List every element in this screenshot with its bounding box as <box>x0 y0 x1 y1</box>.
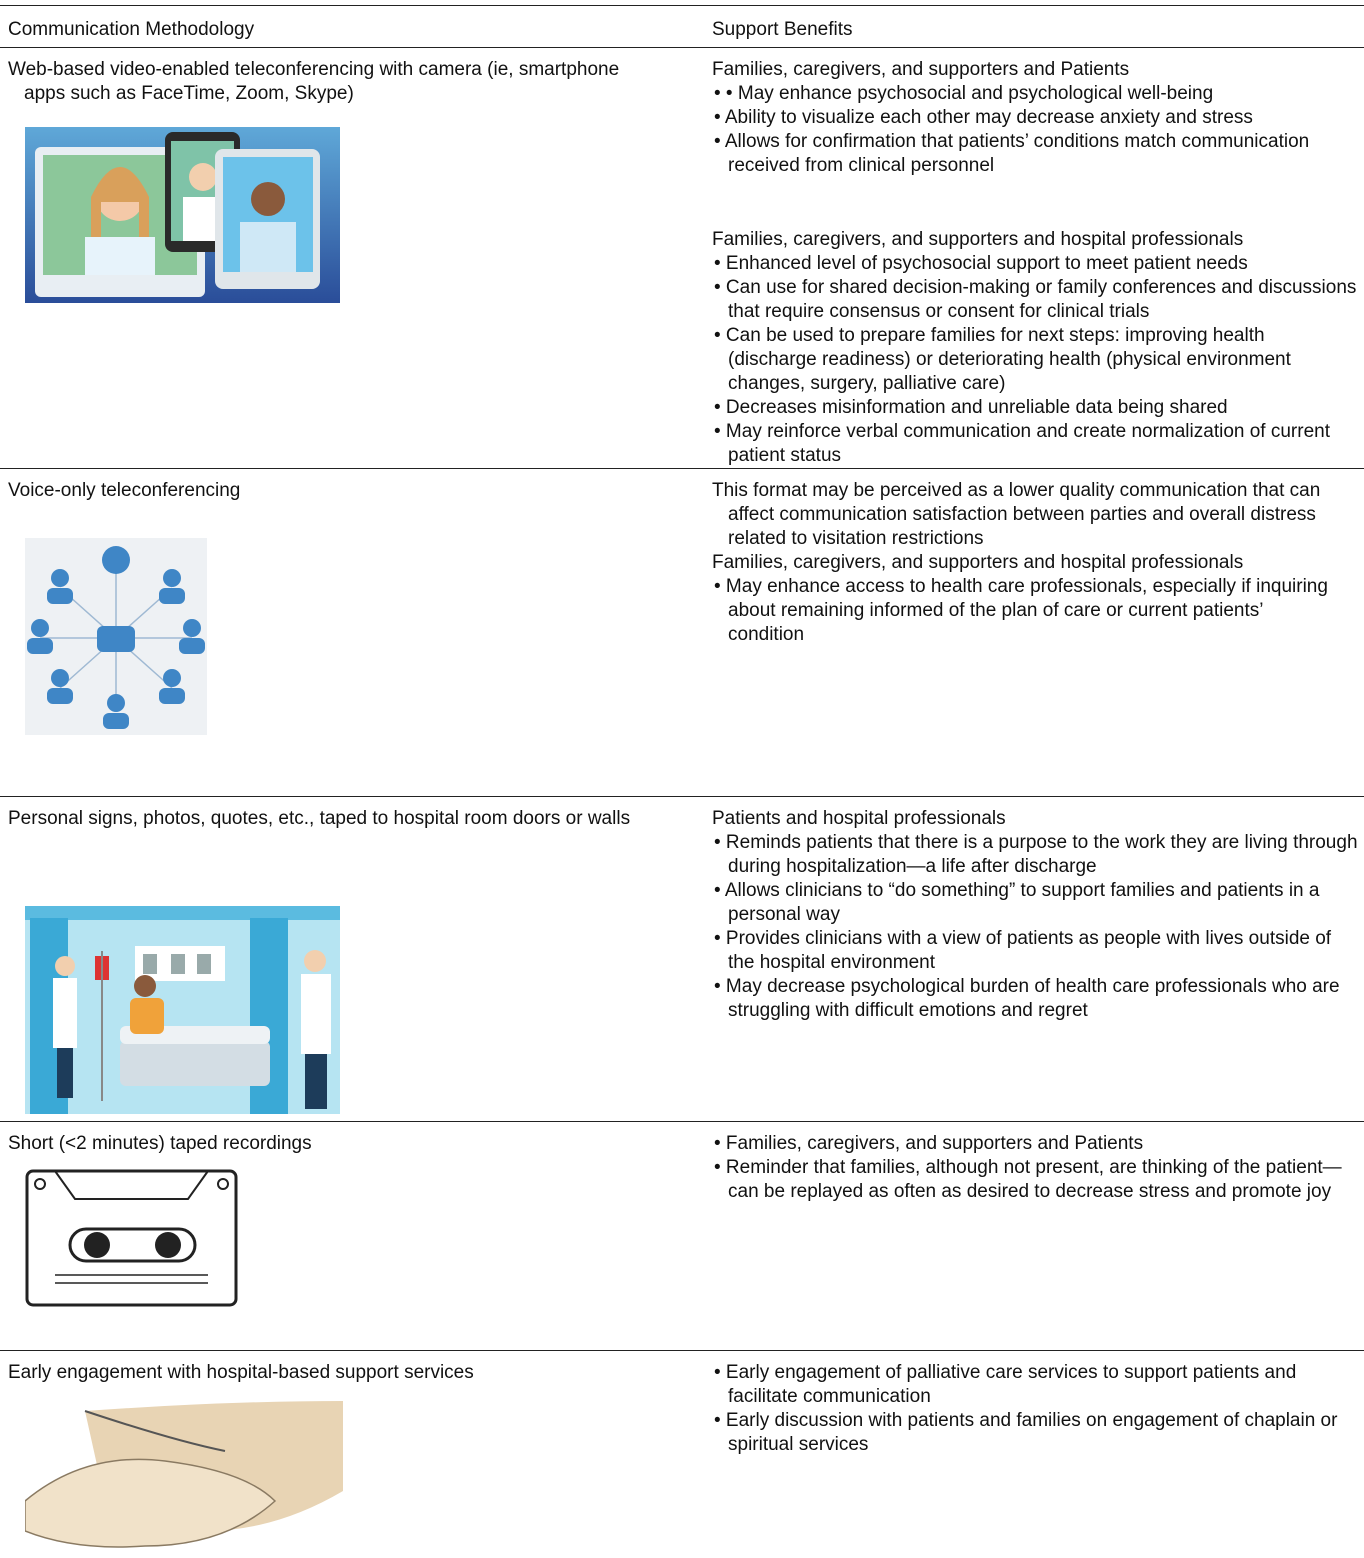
benefits: Families, caregivers, and supporters and… <box>712 58 1358 468</box>
bullet: • Early discussion with patients and fam… <box>714 1410 1338 1455</box>
bullet: • Ability to visualize each other may de… <box>714 107 1253 128</box>
bullet: • Decreases misinformation and unreliabl… <box>714 397 1228 418</box>
bullet: • Allows clinicians to “do something” to… <box>714 880 1320 925</box>
header-cell: Communication Methodology <box>8 19 255 40</box>
table-row: Short (<2 minutes) taped recordings • Fa… <box>0 1121 1364 1350</box>
group-heading: Patients and hospital professionals <box>712 808 1006 829</box>
table-row: Early engagement with hospital-based sup… <box>0 1350 1364 1558</box>
bullet-continuation: condition <box>728 624 805 645</box>
bullet: • Can use for shared decision-making or … <box>714 277 1357 322</box>
benefits: • Families, caregivers, and supporters a… <box>712 1132 1358 1204</box>
bullet: • Enhanced level of psychosocial support… <box>714 253 1248 274</box>
group-heading: Families, caregivers, and supporters and… <box>712 59 1130 80</box>
bullet: • Provides clinicians with a view of pat… <box>714 928 1332 973</box>
phone-network-illustration <box>25 538 207 735</box>
bullet: • May reinforce verbal communication and… <box>714 421 1330 466</box>
bullet: • Reminder that families, although not p… <box>714 1157 1342 1202</box>
bullet: • May decrease psychological burden of h… <box>714 976 1340 1021</box>
video-call-illustration <box>25 127 340 303</box>
group-heading: Families, caregivers, and supporters and… <box>712 552 1244 573</box>
table-row: Web-based video-enabled teleconferencing… <box>0 47 1364 468</box>
method: Personal signs, photos, quotes, etc., ta… <box>8 808 631 829</box>
table-row: Personal signs, photos, quotes, etc., ta… <box>0 796 1364 1121</box>
table-row: Voice-only teleconferencing This format … <box>0 468 1364 796</box>
cassette-illustration <box>25 1169 238 1307</box>
bullet: • • May enhance psychosocial and psychol… <box>714 83 1214 104</box>
bullet: • Early engagement of palliative care se… <box>714 1362 1297 1407</box>
method: Web-based video-enabled teleconferencing… <box>8 59 620 104</box>
holding-hands-illustration <box>25 1401 343 1548</box>
hospital-room-illustration <box>25 906 340 1114</box>
bullet: • May enhance access to health care prof… <box>714 576 1328 621</box>
benefits: This format may be perceived as a lower … <box>712 479 1358 647</box>
bullet: • Can be used to prepare families for ne… <box>714 325 1291 394</box>
bullet: • Families, caregivers, and supporters a… <box>714 1133 1144 1154</box>
bullet: • Reminds patients that there is a purpo… <box>714 832 1358 877</box>
method: Short (<2 minutes) taped recordings <box>8 1133 312 1154</box>
bullet: • Allows for confirmation that patients’… <box>714 131 1310 176</box>
benefits: Patients and hospital professionals • Re… <box>712 807 1358 1023</box>
header-row: Communication Methodology Support Benefi… <box>0 5 1364 47</box>
method: Voice-only teleconferencing <box>8 480 241 501</box>
paragraph: This format may be perceived as a lower … <box>712 480 1321 549</box>
benefits: • Early engagement of palliative care se… <box>712 1361 1358 1457</box>
method: Early engagement with hospital-based sup… <box>8 1362 474 1383</box>
header-cell: Support Benefits <box>712 19 853 40</box>
group-heading: Families, caregivers, and supporters and… <box>712 229 1244 250</box>
